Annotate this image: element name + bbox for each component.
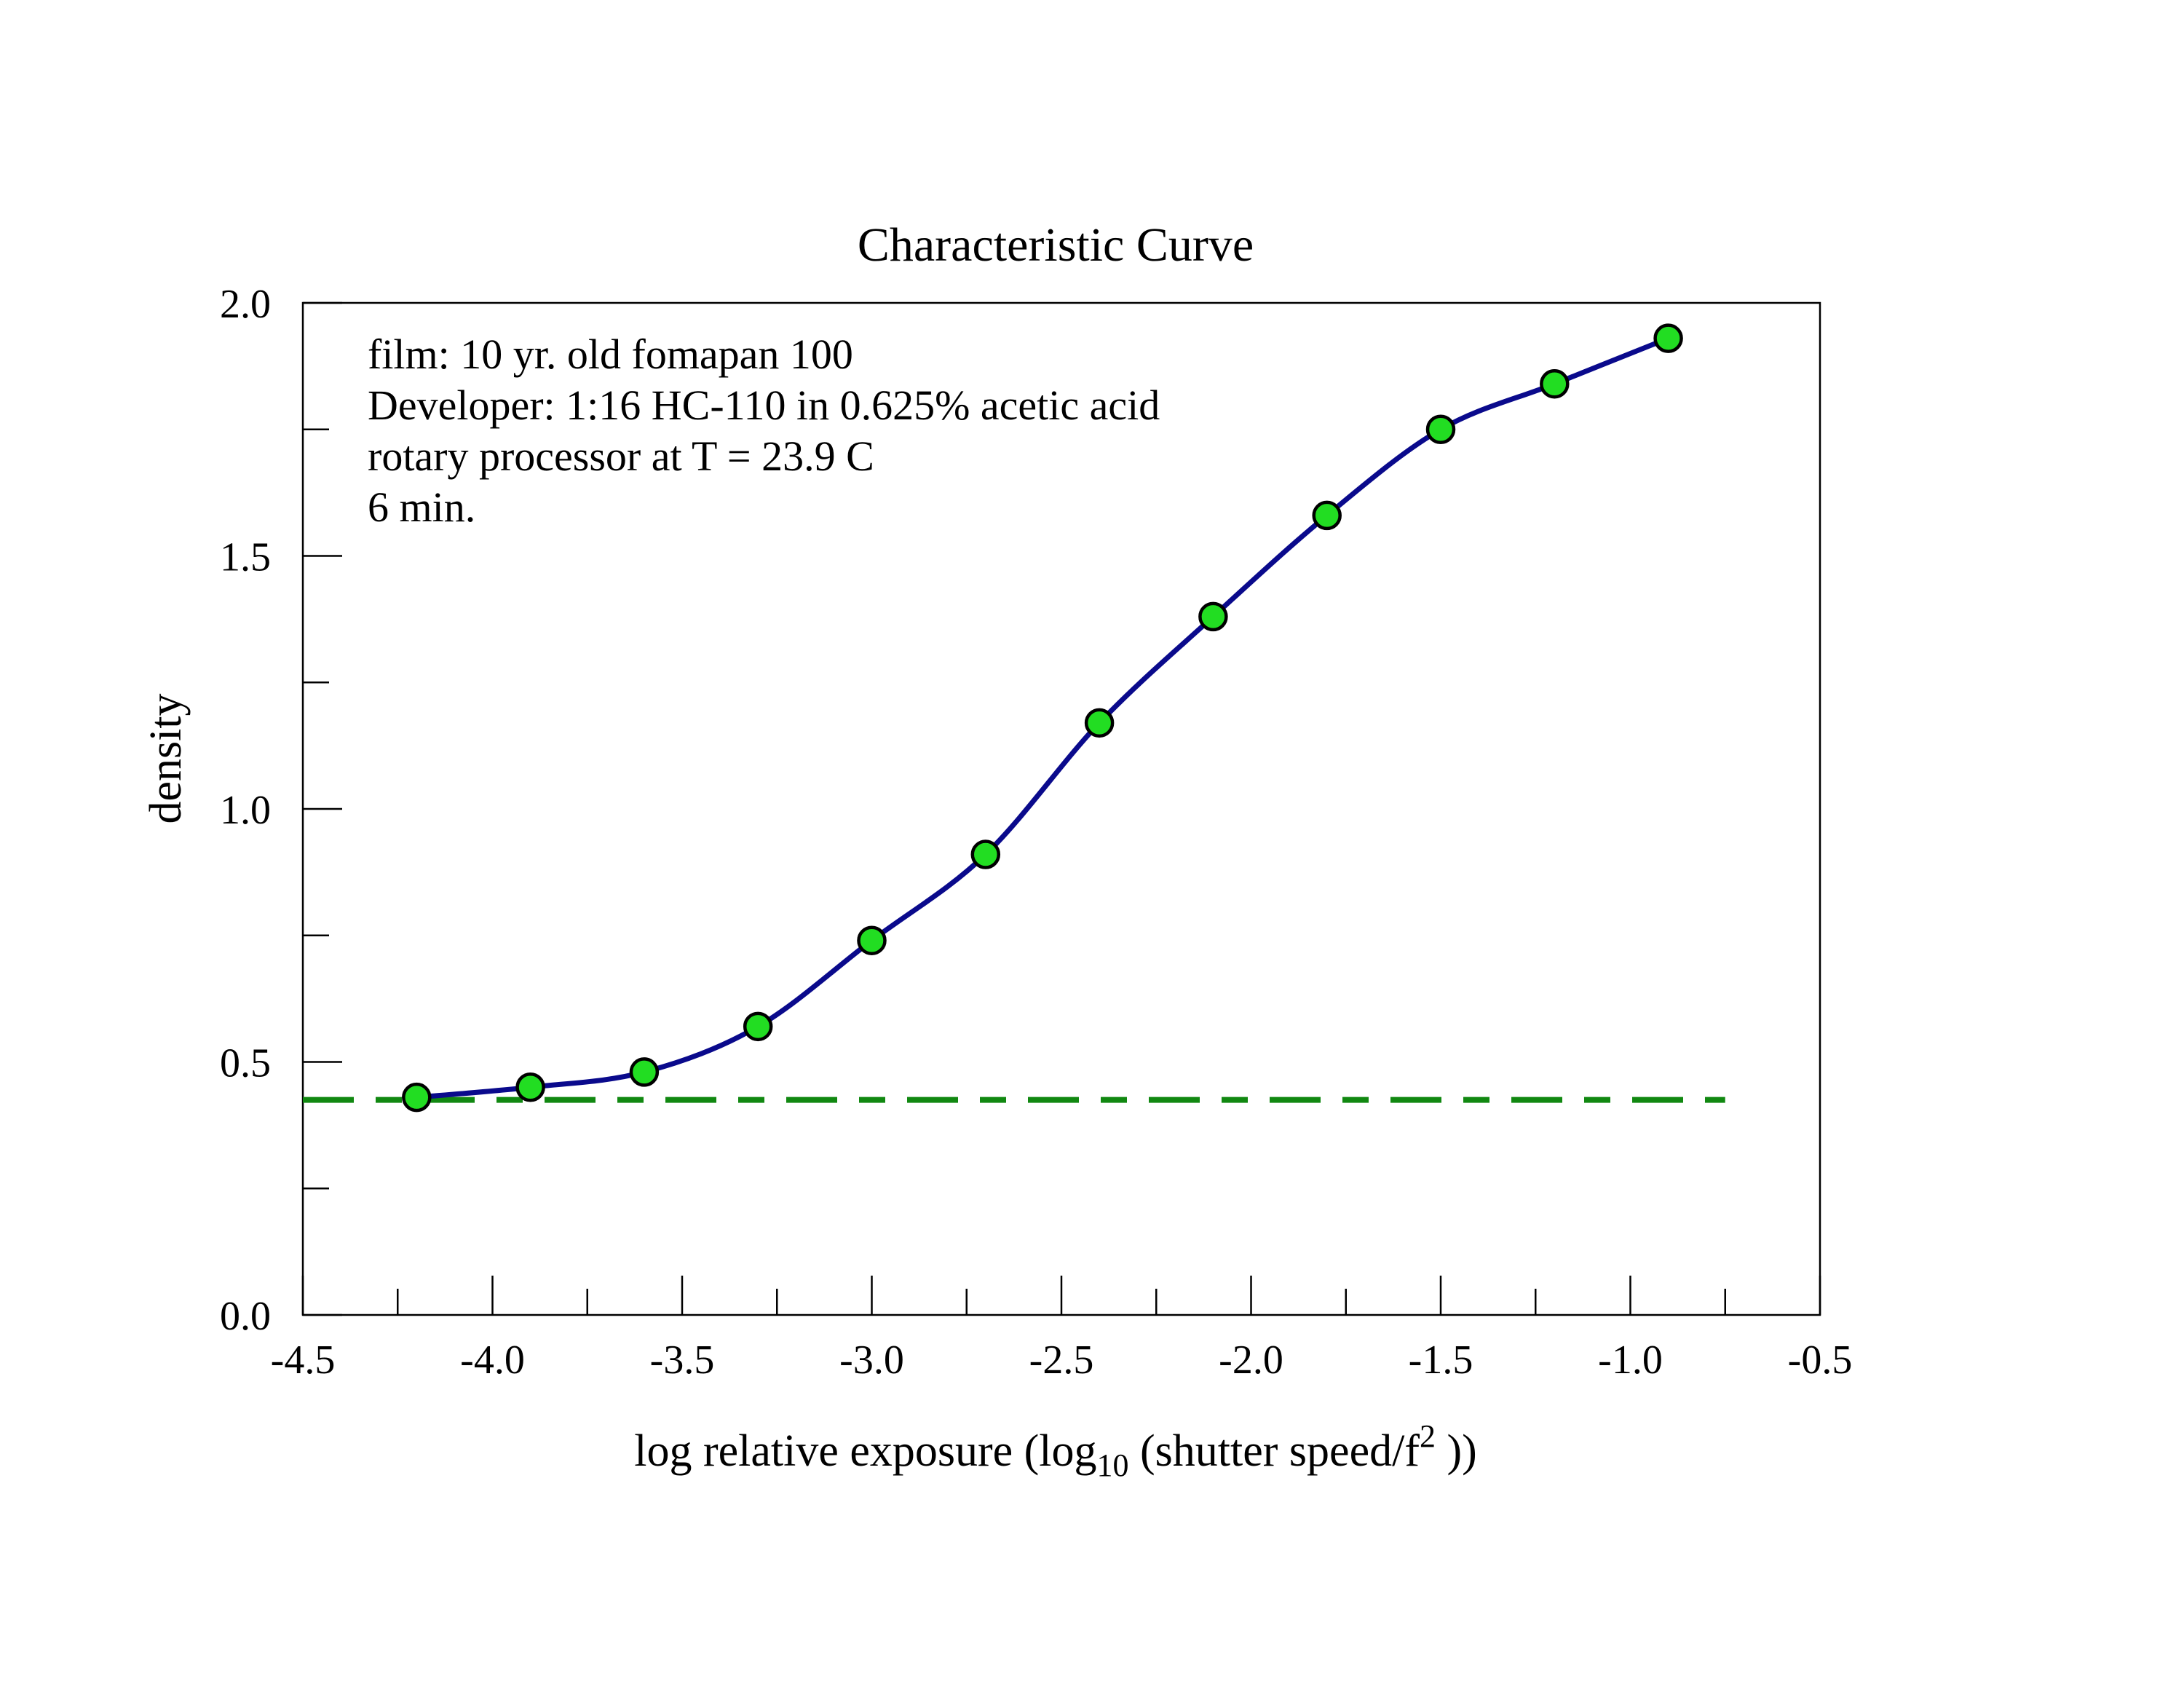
data-point: [1653, 323, 1683, 353]
y-tick-label: 2.0: [220, 282, 271, 327]
data-point: [1425, 414, 1456, 444]
x-axis-label: log relative exposure (log10 (shutter sp…: [634, 1418, 1477, 1483]
y-tick-label: 0.5: [220, 1041, 271, 1086]
annotation-line-developer: Developer: 1:16 HC-110 in 0.625% acetic …: [368, 382, 1160, 429]
x-tick-label: -3.0: [839, 1338, 904, 1383]
annotation-line-time: 6 min.: [368, 483, 475, 531]
x-tick-label: -4.5: [271, 1338, 336, 1383]
x-axis-label-end: )): [1436, 1426, 1477, 1476]
y-tick-labels: 0.0 0.5 1.0 1.5 2.0: [220, 282, 271, 1339]
y-tick-label: 1.5: [220, 535, 271, 580]
data-point: [515, 1072, 545, 1102]
x-tick-label: -4.0: [460, 1338, 525, 1383]
x-tick-labels: -4.5 -4.0 -3.5 -3.0 -2.5 -2.0 -1.5 -1.0 -0.5: [271, 1338, 1853, 1383]
x-axis-label-main: log relative exposure (log: [634, 1426, 1096, 1476]
x-tick-label: -2.5: [1029, 1338, 1094, 1383]
data-point: [1312, 500, 1342, 531]
data-point: [743, 1011, 773, 1042]
chart-title: Characteristic Curve: [858, 218, 1254, 272]
data-point: [402, 1082, 432, 1113]
x-axis-label-subscript: 10: [1097, 1447, 1129, 1483]
x-tick-label: -1.5: [1409, 1338, 1473, 1383]
data-point: [1540, 368, 1570, 399]
y-axis-label: density: [141, 693, 191, 823]
annotation-block: film: 10 yr. old fomapan 100 Developer: …: [368, 331, 1160, 531]
data-point: [970, 839, 1001, 869]
y-tick-label: 1.0: [220, 788, 271, 833]
data-points: [402, 323, 1683, 1113]
x-tick-label: -0.5: [1788, 1338, 1853, 1383]
y-tick-label: 0.0: [220, 1294, 271, 1339]
annotation-line-film: film: 10 yr. old fomapan 100: [368, 331, 853, 378]
axis-ticks: [301, 301, 1821, 1316]
x-axis-label-middle: (shutter speed/f: [1129, 1426, 1420, 1476]
x-tick-label: -1.0: [1598, 1338, 1663, 1383]
data-point: [1084, 708, 1115, 738]
x-axis-label-superscript: 2: [1420, 1418, 1436, 1454]
data-point: [629, 1057, 660, 1087]
data-point: [857, 925, 887, 955]
data-point: [1198, 601, 1228, 632]
x-tick-label: -3.5: [650, 1338, 715, 1383]
x-tick-label: -2.0: [1219, 1338, 1283, 1383]
annotation-line-processor: rotary processor at T = 23.9 C: [368, 432, 874, 480]
